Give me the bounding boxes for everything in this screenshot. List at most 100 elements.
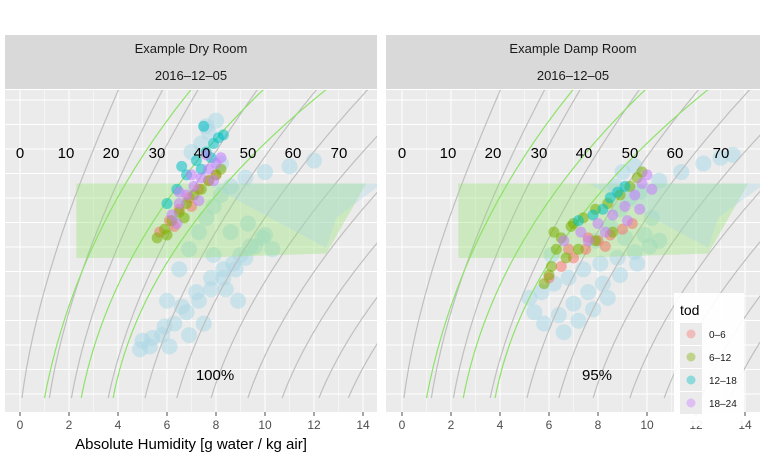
background-point	[609, 249, 626, 266]
data-point	[198, 120, 210, 132]
background-point	[306, 152, 322, 169]
background-point	[580, 284, 597, 301]
data-point	[599, 240, 611, 252]
data-point	[582, 235, 594, 247]
data-point	[190, 155, 202, 167]
background-point	[222, 224, 239, 241]
rh-curve	[210, 135, 377, 399]
data-point	[538, 278, 550, 290]
panel-subtitle: 2016–12–05	[155, 68, 227, 83]
background-point	[592, 255, 609, 272]
strip-subtitle-background	[5, 62, 377, 89]
legend-key-background	[680, 346, 702, 368]
legend-label-0-6: 0–6	[709, 330, 726, 341]
data-point	[550, 243, 562, 255]
legend-key-18-24	[686, 398, 696, 408]
data-point	[636, 178, 648, 189]
legend-entry-18-24: 18–24	[680, 392, 737, 414]
rh-curve	[629, 190, 760, 399]
rh-label-30: 30	[149, 145, 166, 162]
rh-label-0: 0	[398, 145, 406, 162]
background-point	[159, 292, 175, 309]
legend-title: tod	[680, 302, 699, 318]
background-point	[205, 247, 222, 263]
panel-title: Example Damp Room	[509, 41, 636, 56]
legend-entry-12-18: 12–18	[680, 369, 737, 391]
data-point	[646, 183, 658, 195]
x-tick-label: 8	[595, 418, 602, 432]
data-point	[166, 209, 178, 221]
background-point	[247, 238, 264, 255]
rh-comfort-curve	[425, 90, 574, 399]
background-point	[203, 281, 220, 298]
background-point	[203, 269, 220, 286]
data-point	[173, 198, 185, 210]
percent-in-zone-label: 95%	[582, 367, 612, 384]
data-point	[641, 169, 653, 181]
background-point	[190, 224, 207, 241]
background-point	[651, 172, 668, 189]
comfort-zone-area	[76, 183, 367, 258]
background-point	[536, 315, 553, 332]
legend-key-background	[680, 392, 702, 414]
comfort-zone	[458, 183, 760, 258]
data-point	[208, 175, 220, 187]
rh-label-40: 40	[576, 145, 593, 162]
relative-humidity-curves	[21, 90, 377, 399]
rh-comfort-curve	[462, 90, 646, 399]
rh-label-60: 60	[667, 145, 684, 162]
data-point	[195, 172, 207, 184]
rh-comfort-curve	[112, 90, 327, 399]
rh-curve	[430, 90, 546, 399]
data-point	[558, 235, 570, 247]
relative-humidity-curves	[403, 90, 760, 399]
rh-curve	[729, 341, 760, 399]
background-point	[651, 232, 668, 249]
rh-label-50: 50	[240, 145, 257, 162]
comfort-zone-extension	[206, 183, 377, 248]
x-tick-label: 4	[115, 418, 122, 432]
rh-label-10: 10	[58, 145, 75, 162]
rh-label-20: 20	[485, 145, 502, 162]
rh-curve	[144, 90, 317, 399]
legend-key-12-18	[686, 375, 696, 385]
data-point	[543, 269, 555, 281]
background-point	[178, 304, 195, 321]
background-point	[695, 155, 712, 172]
legend-entry-0-6: 0–6	[680, 323, 726, 345]
legend-label-6-12: 6–12	[709, 353, 732, 364]
data-point	[555, 260, 567, 272]
legend-entry-6-12: 6–12	[680, 346, 732, 368]
legend: tod 0–6 6–12 12–18 18–24	[674, 293, 744, 426]
panel-subtitle: 2016–12–05	[537, 68, 609, 83]
background-point	[555, 324, 572, 341]
data-point	[215, 152, 227, 164]
data-point	[597, 203, 609, 215]
background-point	[190, 292, 207, 309]
background-point	[239, 215, 256, 232]
x-tick-label: 0	[399, 418, 406, 432]
data-point	[572, 243, 584, 255]
background-point	[575, 261, 592, 278]
background-point	[181, 241, 198, 258]
rh-label-60: 60	[285, 145, 302, 162]
background-point	[565, 295, 582, 312]
rh-label-20: 20	[103, 145, 120, 162]
background-point	[161, 338, 178, 355]
background-point	[281, 158, 298, 175]
rh-curve	[592, 134, 760, 399]
x-tick-label: 10	[640, 418, 654, 432]
data-points	[538, 166, 658, 290]
strip-title-background	[5, 35, 377, 62]
rh-label-70: 70	[713, 145, 730, 162]
legend-key-0-6	[686, 329, 696, 339]
data-point	[161, 198, 173, 210]
background-point	[257, 164, 273, 181]
data-point	[634, 203, 646, 215]
background-point	[237, 169, 254, 186]
background-point	[724, 146, 741, 163]
x-tick-label: 6	[546, 418, 553, 432]
background-point	[636, 226, 653, 243]
background-point	[712, 149, 729, 166]
x-axis-title: Absolute Humidity [g water / kg air]	[75, 436, 307, 453]
